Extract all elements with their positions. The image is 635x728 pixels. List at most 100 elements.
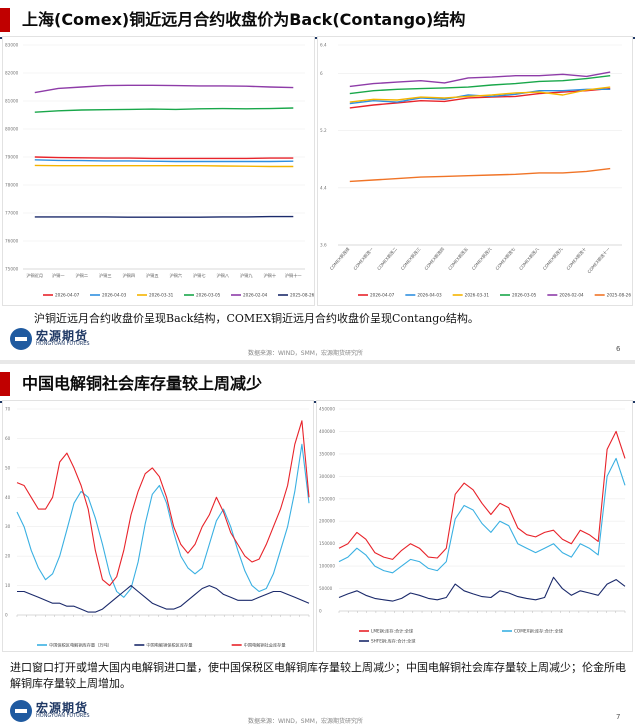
series-line: [338, 430, 626, 560]
series-line: [349, 75, 611, 95]
y-tick-label: 20: [5, 554, 11, 559]
series-line: [349, 71, 611, 88]
slide-title: 中国电解铜社会库存量较上周减少: [22, 374, 263, 393]
series-line: [349, 87, 611, 109]
comex-curve-chart: 3.6 4.4 5.2 6 6.4 COMEX铜连续 COMEX铜连一 COMEX铜连二 COM…: [317, 36, 633, 306]
x-tick-label: COMEX铜连续: [328, 246, 351, 272]
y-tick-label: 83000: [5, 43, 19, 48]
data-source: 数据来源：WIND，SMM，宏源期货研究所: [248, 718, 363, 725]
y-tick-label: 150000: [319, 541, 335, 546]
y-tick-label: 10: [5, 583, 11, 588]
y-tick-label: 79000: [5, 155, 19, 160]
y-tick-label: 5.2: [320, 128, 327, 133]
y-tick-label: 400000: [319, 429, 335, 434]
y-tick-label: 450000: [319, 407, 335, 412]
series-line: [17, 585, 310, 613]
y-tick-label: 78000: [5, 183, 19, 188]
series-line: [16, 420, 310, 587]
x-tick-label: 沪铜二: [75, 272, 88, 279]
legend-label: 2026-03-05: [512, 293, 537, 298]
legend-label: 中国电解铜保税区库存量: [146, 642, 192, 649]
company-logo: 宏源期货 HONGYUAN FUTURES: [10, 698, 110, 724]
logo-subtext: HONGYUAN FUTURES: [36, 713, 90, 719]
series-line: [34, 215, 294, 218]
y-tick-label: 3.6: [320, 243, 327, 248]
china-inventory-chart: 0 10 20 30 40 50 60 70 中国保税区电解铜库存量（万吨） 中国电解铜保税区库存…: [2, 400, 314, 652]
legend-label: 2026-02-04: [243, 293, 268, 298]
y-tick-label: 77000: [5, 211, 19, 216]
legend-label: 2026-04-03: [102, 293, 127, 298]
series-line: [349, 167, 611, 183]
y-tick-label: 40: [5, 495, 11, 500]
x-tick-label: COMEX铜连一: [352, 246, 375, 272]
slide-6: 上海(Comex)铜近远月合约收盘价为Back(Contango)结构 7500…: [0, 0, 635, 360]
series-line: [349, 86, 611, 103]
logo-mark-icon: [10, 328, 32, 350]
slide-title-bar: 中国电解铜社会库存量较上周减少: [0, 370, 635, 403]
x-tick-label: 沪铜六: [169, 272, 182, 279]
y-tick-label: 82000: [5, 71, 19, 76]
y-tick-label: 50000: [319, 586, 333, 591]
y-tick-label: 300000: [319, 474, 335, 479]
y-tick-label: 80000: [5, 127, 19, 132]
x-tick-label: COMEX铜连二: [375, 246, 398, 272]
logo-mark-icon: [10, 700, 32, 722]
y-tick-label: 70: [5, 407, 11, 412]
legend-label: SHFE铜:库存:合计:全球: [371, 638, 416, 645]
x-tick-label: 沪铜五: [146, 272, 159, 279]
x-tick-label: COMEX铜连十: [565, 246, 588, 272]
y-tick-label: 50: [5, 465, 11, 470]
legend-label: 2026-04-07: [370, 293, 395, 298]
legend-label: 2025-08-26: [290, 293, 314, 298]
legend-label: 2026-03-31: [149, 293, 174, 298]
x-tick-label: 沪铜一: [52, 272, 65, 279]
series-line: [34, 107, 294, 113]
slide-caption: 沪铜近远月合约收盘价呈现Back结构，COMEX铜近远月合约收盘价呈现Conta…: [34, 312, 479, 325]
x-tick-label: 沪铜十: [263, 272, 276, 279]
series-line: [34, 84, 294, 94]
page-number: 6: [616, 345, 621, 353]
x-tick-label: 沪铜四: [122, 272, 135, 279]
legend-label: 2026-03-05: [196, 293, 221, 298]
slide-title-bar: 上海(Comex)铜近远月合约收盘价为Back(Contango)结构: [0, 6, 635, 39]
y-tick-label: 6.4: [320, 43, 327, 48]
x-tick-label: COMEX铜连五: [446, 246, 469, 272]
y-tick-label: 200000: [319, 519, 335, 524]
y-tick-label: 0: [319, 609, 322, 614]
x-tick-label: COMEX铜连十一: [586, 246, 612, 275]
global-inventory-svg: 0 50000 100000 150000 200000 250000 300000 3500…: [319, 407, 626, 645]
x-tick-label: 沪铜八: [216, 272, 229, 279]
x-tick-label: 沪铜九: [240, 272, 253, 279]
slide-caption: 进口窗口打开或增大国内电解铜进口量，使中国保税区电解铜库存量较上周减少；中国电解…: [10, 661, 626, 690]
legend-label: LME铜:库存:合计:全球: [371, 628, 414, 635]
y-tick-label: 0: [5, 613, 8, 618]
x-tick-label: COMEX铜连九: [541, 245, 565, 272]
y-tick-label: 81000: [5, 99, 19, 104]
y-tick-label: 100000: [319, 564, 335, 569]
y-tick-label: 75000: [5, 267, 19, 272]
x-tick-label: 沪铜七: [193, 272, 206, 279]
y-tick-label: 350000: [319, 451, 335, 456]
slide-title: 上海(Comex)铜近远月合约收盘价为Back(Contango)结构: [22, 10, 466, 29]
shfe-curve-chart: 75000 76000 77000 78000 79000 80000 81000 82000…: [2, 36, 315, 306]
legend-label: 2025-08-26: [607, 293, 632, 298]
x-tick-label: 沪铜三: [99, 272, 112, 279]
x-tick-label: COMEX铜连七: [494, 246, 517, 272]
series-line: [16, 443, 310, 598]
slide-7: 中国电解铜社会库存量较上周减少 0 10 20 30 40 50 60 70 中国保税区电解铜库…: [0, 364, 635, 728]
global-inventory-chart: 0 50000 100000 150000 200000 250000 300000 3500…: [316, 400, 633, 652]
y-tick-label: 6: [320, 71, 323, 76]
x-tick-label: COMEX铜连三: [399, 246, 422, 272]
series-line: [34, 159, 294, 163]
y-tick-label: 4.4: [320, 185, 327, 190]
title-accent-bar: [0, 8, 10, 32]
shfe-curve-svg: 75000 76000 77000 78000 79000 80000 81000 82000…: [5, 43, 314, 298]
y-tick-label: 30: [5, 524, 11, 529]
page-number: 7: [616, 713, 621, 721]
x-tick-label: COMEX铜连六: [470, 246, 493, 272]
y-tick-label: 60: [5, 436, 11, 441]
x-tick-label: 沪铜近月: [26, 272, 43, 279]
logo-text: 宏源期货: [36, 701, 89, 715]
data-source: 数据来源：WIND，SMM，宏源期货研究所: [248, 350, 363, 357]
